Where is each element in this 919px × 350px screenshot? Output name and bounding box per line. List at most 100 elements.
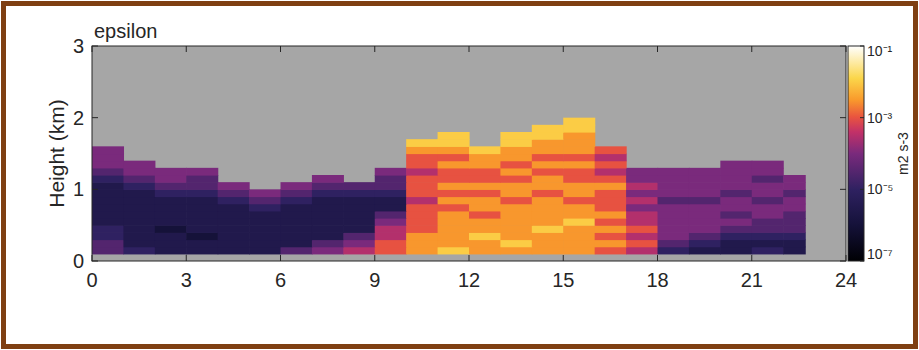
cell <box>500 139 532 147</box>
x-tick-label: 18 <box>646 269 668 291</box>
cell <box>281 182 313 190</box>
cell <box>783 247 806 255</box>
cell <box>218 211 250 219</box>
cell <box>500 175 532 183</box>
cell <box>123 211 155 219</box>
cell <box>500 132 532 140</box>
cell <box>469 182 501 190</box>
cell <box>155 225 187 233</box>
cell <box>563 125 595 133</box>
cell <box>689 225 721 233</box>
y-tick-label: 3 <box>73 35 84 57</box>
cell <box>783 211 806 219</box>
cell <box>186 211 218 219</box>
cell <box>752 161 784 169</box>
cell <box>563 204 595 212</box>
cell <box>343 225 375 233</box>
cell <box>689 197 721 205</box>
cell <box>563 146 595 154</box>
cell <box>720 168 752 176</box>
cell <box>532 132 564 140</box>
cell <box>281 204 313 212</box>
cell <box>438 132 470 140</box>
cell <box>783 197 806 205</box>
cell <box>375 247 407 255</box>
cell <box>155 175 187 183</box>
x-tick <box>751 255 752 261</box>
cell <box>406 154 438 162</box>
cell <box>281 225 313 233</box>
cell <box>438 139 470 147</box>
cell <box>689 182 721 190</box>
cell <box>469 225 501 233</box>
cell <box>375 240 407 248</box>
cell <box>281 211 313 219</box>
cell <box>783 240 806 248</box>
cell <box>720 218 752 226</box>
x-tick <box>280 46 281 52</box>
cell <box>249 232 281 240</box>
colorbar-tick-label: 10⁻⁷ <box>867 246 893 262</box>
cell <box>752 218 784 226</box>
cell <box>563 175 595 183</box>
colorbar <box>848 46 864 261</box>
cell <box>595 146 627 154</box>
cell <box>783 204 806 212</box>
cell <box>343 197 375 205</box>
cell <box>720 189 752 197</box>
cell <box>375 189 407 197</box>
cell <box>532 139 564 147</box>
cell <box>626 247 658 255</box>
cell <box>752 168 784 176</box>
cell <box>563 118 595 126</box>
plot-background <box>92 46 846 261</box>
cell <box>123 197 155 205</box>
colorbar-tick <box>860 117 864 118</box>
cell <box>92 197 124 205</box>
cell <box>500 197 532 205</box>
cell <box>92 247 124 255</box>
cell <box>406 175 438 183</box>
cell <box>626 197 658 205</box>
cell <box>438 247 470 255</box>
cell <box>218 204 250 212</box>
cell <box>249 211 281 219</box>
cell <box>783 232 806 240</box>
cell <box>626 211 658 219</box>
cell <box>720 197 752 205</box>
cell <box>752 175 784 183</box>
y-tick-label: 1 <box>73 178 84 200</box>
cell <box>92 204 124 212</box>
cell <box>469 211 501 219</box>
cell <box>720 232 752 240</box>
cell <box>123 175 155 183</box>
cell <box>595 204 627 212</box>
cell <box>752 247 784 255</box>
cell <box>626 218 658 226</box>
cell <box>563 211 595 219</box>
cell <box>720 240 752 248</box>
cell <box>500 182 532 190</box>
cell <box>500 247 532 255</box>
cell <box>123 240 155 248</box>
cell <box>626 175 658 183</box>
cell <box>281 189 313 197</box>
y-tick <box>840 117 846 118</box>
cell <box>438 146 470 154</box>
cell <box>469 175 501 183</box>
cell <box>532 168 564 176</box>
cell <box>469 247 501 255</box>
x-tick <box>92 46 93 52</box>
cell <box>658 240 690 248</box>
cell <box>469 146 501 154</box>
cell <box>595 225 627 233</box>
cell <box>92 175 124 183</box>
cell <box>720 225 752 233</box>
cell <box>563 247 595 255</box>
cell <box>783 175 806 183</box>
cell <box>689 240 721 248</box>
cell <box>626 240 658 248</box>
colorbar-tick <box>860 261 864 262</box>
cell <box>532 204 564 212</box>
cell <box>343 218 375 226</box>
